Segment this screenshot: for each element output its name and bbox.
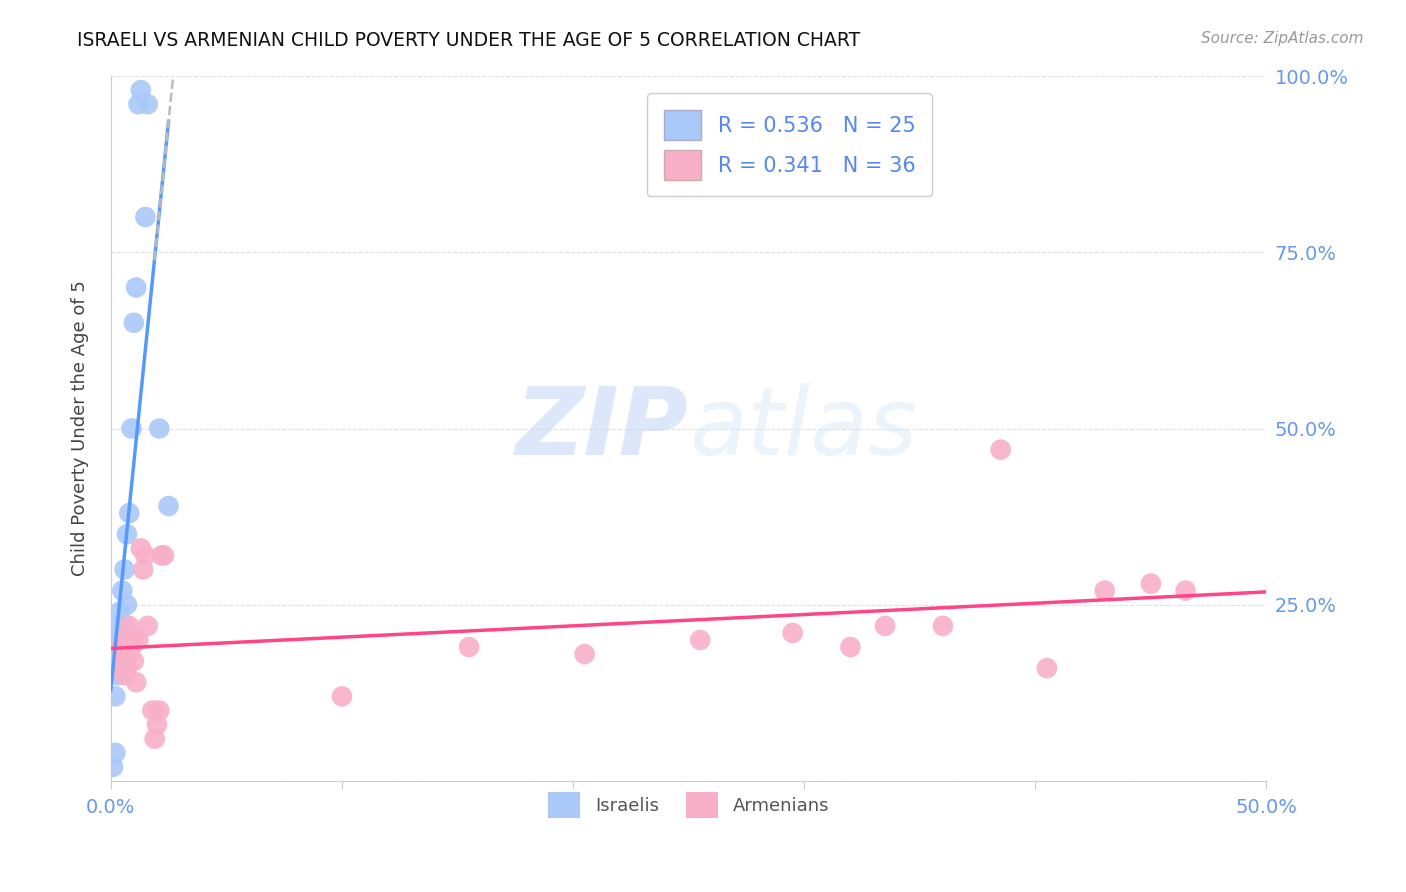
Text: Source: ZipAtlas.com: Source: ZipAtlas.com	[1201, 31, 1364, 46]
Point	[990, 442, 1012, 457]
Y-axis label: Child Poverty Under the Age of 5: Child Poverty Under the Age of 5	[72, 281, 89, 576]
Point	[122, 632, 145, 647]
Point	[134, 210, 156, 224]
Point	[107, 632, 129, 647]
Point	[121, 421, 143, 435]
Point	[1174, 583, 1197, 598]
Point	[782, 626, 804, 640]
Legend: Israelis, Armenians: Israelis, Armenians	[541, 785, 837, 825]
Point	[932, 619, 955, 633]
Text: ISRAELI VS ARMENIAN CHILD POVERTY UNDER THE AGE OF 5 CORRELATION CHART: ISRAELI VS ARMENIAN CHILD POVERTY UNDER …	[77, 31, 860, 50]
Point	[115, 598, 138, 612]
Point	[108, 640, 131, 654]
Point	[148, 421, 170, 435]
Point	[839, 640, 862, 654]
Point	[125, 675, 148, 690]
Point	[108, 619, 131, 633]
Point	[114, 632, 136, 647]
Point	[114, 619, 136, 633]
Point	[330, 690, 353, 704]
Point	[111, 583, 134, 598]
Point	[146, 717, 169, 731]
Point	[128, 97, 150, 112]
Point	[104, 746, 127, 760]
Point	[1036, 661, 1059, 675]
Point	[121, 640, 143, 654]
Text: atlas: atlas	[689, 383, 917, 474]
Point	[108, 605, 131, 619]
Point	[122, 316, 145, 330]
Point	[136, 619, 159, 633]
Point	[118, 506, 141, 520]
Point	[111, 647, 134, 661]
Point	[114, 562, 136, 576]
Point	[129, 83, 152, 97]
Text: ZIP: ZIP	[516, 383, 689, 475]
Point	[114, 668, 136, 682]
Point	[1094, 583, 1116, 598]
Point	[115, 661, 138, 675]
Point	[143, 731, 166, 746]
Point	[875, 619, 897, 633]
Point	[1140, 576, 1163, 591]
Point	[150, 549, 173, 563]
Point	[136, 97, 159, 112]
Point	[129, 541, 152, 556]
Point	[118, 619, 141, 633]
Point	[104, 690, 127, 704]
Point	[125, 280, 148, 294]
Point	[107, 654, 129, 668]
Point	[107, 668, 129, 682]
Point	[153, 549, 176, 563]
Point	[157, 499, 180, 513]
Point	[148, 704, 170, 718]
Point	[101, 760, 124, 774]
Point	[574, 647, 596, 661]
Point	[458, 640, 481, 654]
Point	[132, 562, 155, 576]
Point	[134, 549, 156, 563]
Point	[107, 654, 129, 668]
Point	[122, 654, 145, 668]
Point	[108, 647, 131, 661]
Point	[689, 632, 711, 647]
Point	[118, 647, 141, 661]
Point	[111, 632, 134, 647]
Point	[141, 704, 163, 718]
Point	[128, 632, 150, 647]
Point	[115, 527, 138, 541]
